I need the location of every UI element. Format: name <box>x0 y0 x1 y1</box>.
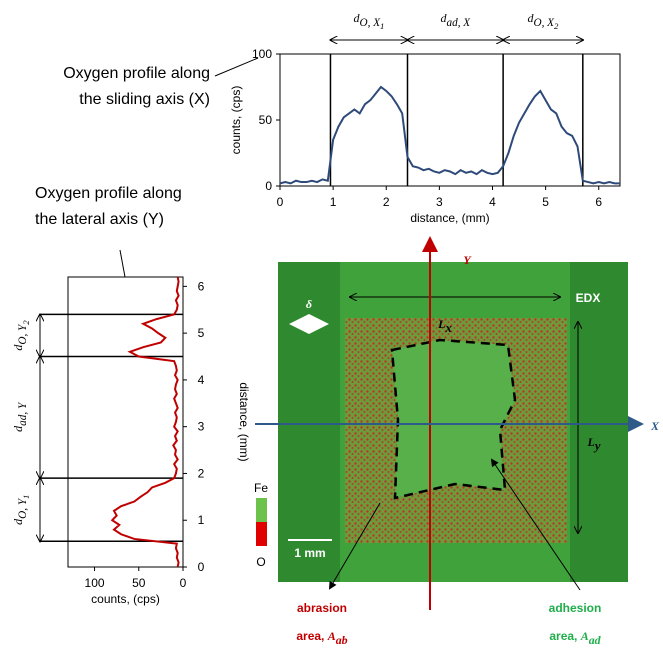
math-main: d <box>441 11 448 25</box>
scale-label: 1 mm <box>294 546 325 560</box>
x-tick-label: 5 <box>542 195 549 209</box>
y-axis-label: counts, (cps) <box>229 86 243 155</box>
math-main: d <box>11 344 25 351</box>
math-label: dad, Y <box>11 401 29 432</box>
math-sub: O, Y <box>17 497 29 519</box>
y-tick-label: 100 <box>252 47 272 61</box>
math-label: area, Aab <box>296 629 347 647</box>
y-axis-label: distance, (mm) <box>237 382 251 461</box>
math-subsub: 1 <box>380 21 384 31</box>
data-line <box>279 85 620 185</box>
x-tick-label: 1 <box>330 195 337 209</box>
math-subsub: 2 <box>554 21 559 31</box>
x-tick-label: 2 <box>383 195 390 209</box>
math-main: L <box>437 317 445 331</box>
region-label: adhesion <box>549 601 602 615</box>
math-label: Lx <box>437 317 452 335</box>
math-label: dO, X2 <box>528 11 560 31</box>
math-label: Ly <box>587 435 601 453</box>
annotation: the lateral axis (Y) <box>35 211 164 228</box>
y-tick-label: 0 <box>265 179 272 193</box>
x-tick-label: 4 <box>489 195 496 209</box>
math-main: A <box>327 629 336 643</box>
edx-image <box>255 236 644 610</box>
math-sub: ad, Y <box>17 401 29 426</box>
y-tick-label: 50 <box>259 113 273 127</box>
math-sub: O, Y <box>17 323 29 345</box>
x-tick-label: 100 <box>85 576 105 590</box>
y-tick-label: 0 <box>198 560 205 574</box>
math-subsub: 1 <box>21 495 31 499</box>
annotation: the sliding axis (X) <box>79 91 210 108</box>
math-main: d <box>528 11 535 25</box>
x-tick-label: 0 <box>277 195 284 209</box>
math-label: dO, X1 <box>354 11 385 31</box>
y-tick-label: 6 <box>198 279 205 293</box>
math-main: d <box>11 518 25 525</box>
math-label: area, Aad <box>549 629 601 647</box>
delta-label: δ <box>306 297 312 311</box>
x-tick-label: 50 <box>132 576 146 590</box>
x-axis-label: counts, (cps) <box>91 592 160 606</box>
data-line <box>110 276 180 568</box>
annotation: Oxygen profile along <box>35 185 182 202</box>
math-sub: ad <box>589 633 602 647</box>
math-sub: y <box>593 439 601 453</box>
math-sub: O, X <box>534 17 556 29</box>
axis-name: Y <box>463 253 472 267</box>
y-tick-label: 2 <box>198 466 205 480</box>
x-tick-label: 3 <box>436 195 443 209</box>
math-sub: O, X <box>360 17 382 29</box>
connector <box>214 57 259 77</box>
x-axis-label: distance, (mm) <box>410 211 489 225</box>
legend-label: Fe <box>254 481 268 495</box>
y-tick-label: 3 <box>198 420 205 434</box>
edx-label: EDX <box>576 291 601 305</box>
math-sub: ad, X <box>447 17 472 29</box>
math-main: L <box>587 435 595 449</box>
axis-name: X <box>650 419 660 433</box>
region-label: abrasion <box>297 601 347 615</box>
math-label: dO, Y2 <box>11 320 31 351</box>
label-text: area, <box>296 629 327 643</box>
legend-label: O <box>256 555 265 569</box>
math-subsub: 2 <box>21 320 31 325</box>
x-tick-label: 0 <box>180 576 187 590</box>
math-main: d <box>354 11 361 25</box>
math-main: A <box>580 629 589 643</box>
label-text: area, <box>549 629 580 643</box>
x-tick-label: 6 <box>595 195 602 209</box>
math-label: dO, Y1 <box>11 495 31 525</box>
y-tick-label: 1 <box>198 513 205 527</box>
math-label: dad, X <box>441 11 472 29</box>
math-sub: ab <box>336 633 348 647</box>
y-tick-label: 4 <box>198 373 205 387</box>
annotation: Oxygen profile along <box>63 65 210 82</box>
y-tick-label: 5 <box>198 326 205 340</box>
plot-frame <box>67 276 184 568</box>
connector <box>119 249 126 278</box>
math-main: d <box>11 425 25 432</box>
math-sub: x <box>445 321 452 335</box>
